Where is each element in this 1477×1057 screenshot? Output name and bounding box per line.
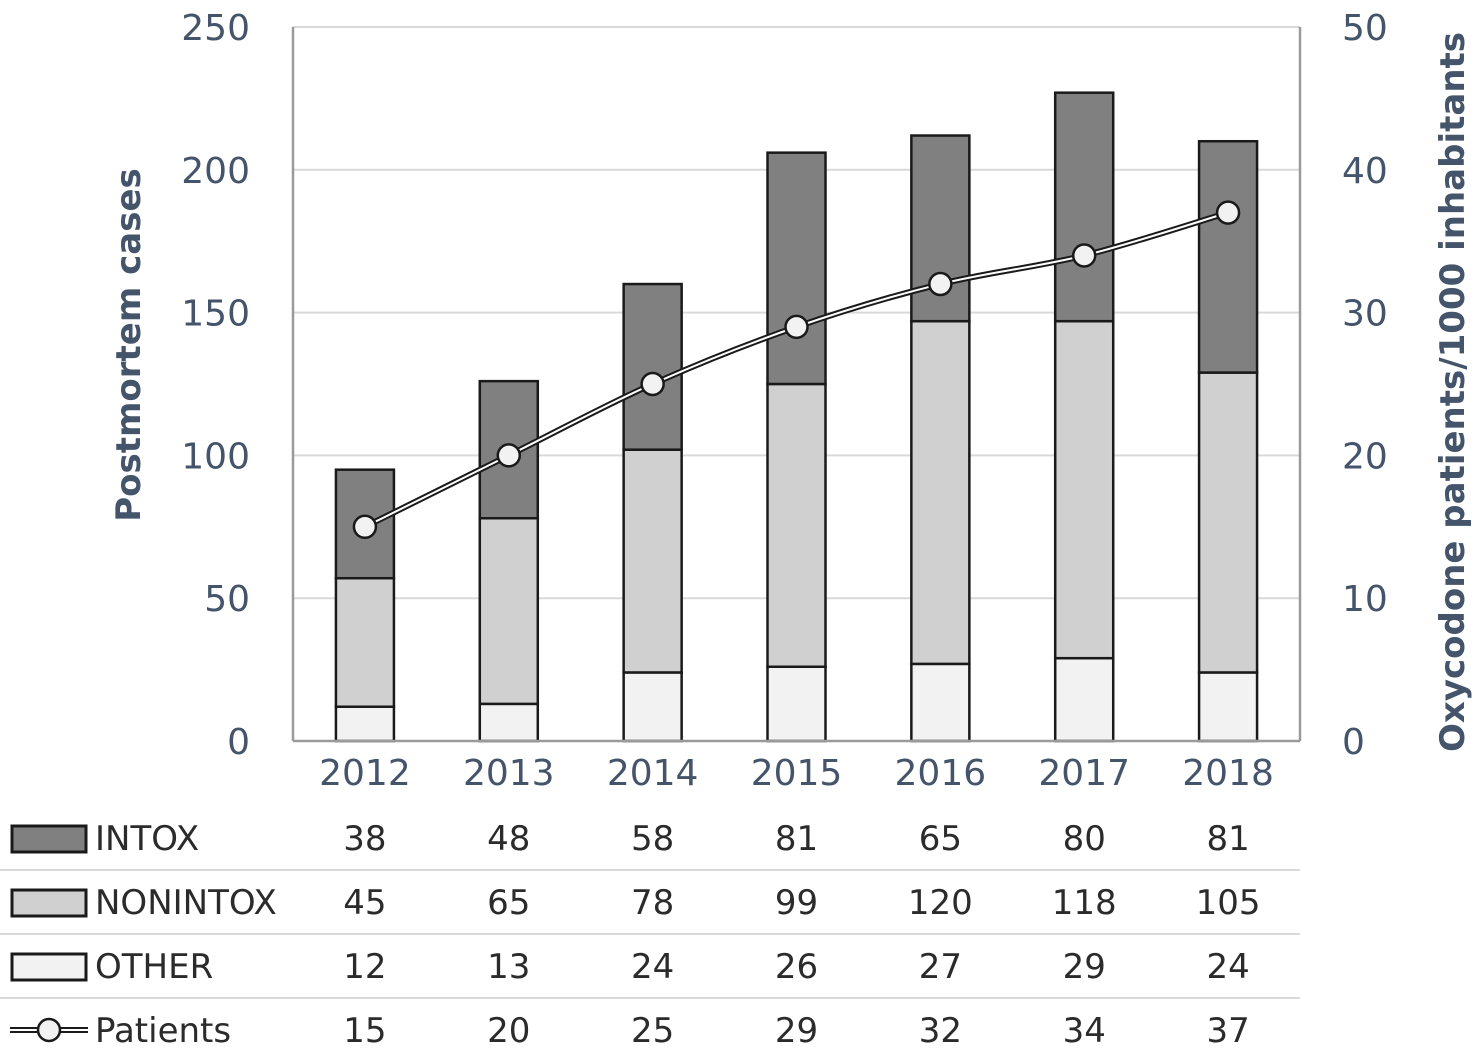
- bars: [334, 91, 1259, 743]
- patients-point-2015: [784, 314, 809, 340]
- bar-other-2016: [910, 662, 971, 743]
- table-cell-other-2012: 12: [343, 947, 386, 987]
- bar-nonintox-2014: [622, 448, 683, 674]
- table-cell-other-2013: 13: [487, 947, 530, 987]
- table-cell-other-2015: 26: [775, 947, 818, 987]
- patients-point-2018: [1215, 200, 1241, 225]
- x-tick-label: 2016: [895, 753, 987, 794]
- y-tick-label: 50: [204, 579, 250, 620]
- bar-nonintox-2012: [334, 576, 396, 708]
- table-cell-nonintox-2015: 99: [775, 883, 818, 923]
- legend-key-other: [10, 952, 88, 982]
- y2-tick-label: 10: [1342, 579, 1388, 620]
- table-cell-patients-2018: 37: [1206, 1011, 1249, 1051]
- bar-nonintox-2013: [478, 516, 540, 706]
- y-tick-label: 250: [181, 8, 250, 49]
- bar-intox-2014: [622, 282, 683, 451]
- y2-tick-label: 50: [1342, 8, 1388, 49]
- x-tick-label: 2013: [463, 753, 555, 794]
- y2-tick-label: 0: [1342, 722, 1365, 763]
- bar-other-2018: [1197, 671, 1259, 743]
- table-row-label-patients: Patients: [95, 1011, 231, 1051]
- bar-other-2017: [1053, 656, 1115, 743]
- y2-tick-label: 30: [1342, 294, 1388, 335]
- bar-intox-2017: [1053, 91, 1115, 323]
- x-tick-label: 2012: [319, 753, 411, 794]
- patients-point-2014: [640, 371, 665, 397]
- table-cell-patients-2016: 32: [919, 1011, 962, 1051]
- x-tick-label: 2014: [607, 753, 699, 794]
- table-row-label-intox: INTOX: [95, 819, 199, 859]
- table-cell-nonintox-2014: 78: [631, 883, 674, 923]
- x-tick-label: 2018: [1182, 753, 1274, 794]
- bar-intox-2013: [478, 379, 540, 520]
- table-cell-patients-2015: 29: [775, 1011, 818, 1051]
- bar-other-2015: [766, 665, 827, 743]
- table-cell-other-2016: 27: [919, 947, 962, 987]
- bar-nonintox-2016: [910, 319, 971, 666]
- legend-key-intox: [10, 824, 88, 854]
- bar-other-2014: [622, 671, 683, 743]
- y-tick-label: 100: [181, 436, 250, 477]
- bar-other-2013: [478, 702, 540, 743]
- patients-point-2016: [928, 271, 953, 297]
- legend-key-nonintox: [10, 888, 88, 918]
- patients-point-2012: [352, 514, 378, 540]
- table-cell-patients-2012: 15: [343, 1011, 386, 1051]
- table-cell-intox-2016: 65: [919, 819, 962, 859]
- x-tick-label: 2017: [1038, 753, 1130, 794]
- bar-intox-2015: [766, 151, 827, 386]
- y2-axis-title: Oxycodone patients/1000 inhabitants: [1433, 32, 1473, 752]
- patients-point-2013: [496, 443, 522, 468]
- table-cell-intox-2013: 48: [487, 819, 530, 859]
- table-cell-intox-2012: 38: [343, 819, 386, 859]
- y-tick-label: 200: [181, 151, 250, 192]
- bar-intox-2018: [1197, 139, 1259, 374]
- bar-nonintox-2015: [766, 382, 827, 668]
- table-cell-intox-2015: 81: [775, 819, 818, 859]
- patients-line: [352, 200, 1241, 540]
- table-cell-patients-2014: 25: [631, 1011, 674, 1051]
- y2-tick-label: 20: [1342, 436, 1388, 477]
- table-cell-intox-2017: 80: [1063, 819, 1106, 859]
- table-cell-other-2014: 24: [631, 947, 674, 987]
- patients-point-2017: [1071, 243, 1097, 268]
- table-cell-nonintox-2012: 45: [343, 883, 386, 923]
- x-tick-label: 2015: [751, 753, 843, 794]
- tick-labels: 0 0 50 10 100 20 150 30 200 40 250 50 2012 2013 2014 20…: [181, 8, 1388, 794]
- table-row-label-nonintox: NONINTOX: [95, 883, 277, 923]
- axes: [291, 27, 1302, 743]
- y-tick-label: 0: [227, 722, 250, 763]
- table-cell-patients-2013: 20: [487, 1011, 530, 1051]
- table-cell-nonintox-2017: 118: [1052, 883, 1117, 923]
- table-cell-intox-2014: 58: [631, 819, 674, 859]
- table-cell-intox-2018: 81: [1206, 819, 1249, 859]
- table-cell-patients-2017: 34: [1063, 1011, 1106, 1051]
- data-table: INTOX 38 48 58 81 65 80 81 NONINTOX 45 65 78 99 120 11…: [0, 819, 1300, 1051]
- y2-tick-label: 40: [1342, 151, 1388, 192]
- table-cell-nonintox-2016: 120: [908, 883, 973, 923]
- bar-nonintox-2018: [1197, 371, 1259, 674]
- y-axis-title: Postmortem cases: [109, 168, 149, 522]
- bar-other-2012: [334, 705, 396, 743]
- table-cell-other-2018: 24: [1206, 947, 1249, 987]
- bar-nonintox-2017: [1053, 319, 1115, 660]
- legend-key-patients-marker: [36, 1017, 62, 1043]
- table-cell-other-2017: 29: [1063, 947, 1106, 987]
- table-row-label-other: OTHER: [95, 947, 213, 987]
- y-tick-label: 150: [181, 294, 250, 335]
- table-cell-nonintox-2013: 65: [487, 883, 530, 923]
- table-cell-nonintox-2018: 105: [1196, 883, 1261, 923]
